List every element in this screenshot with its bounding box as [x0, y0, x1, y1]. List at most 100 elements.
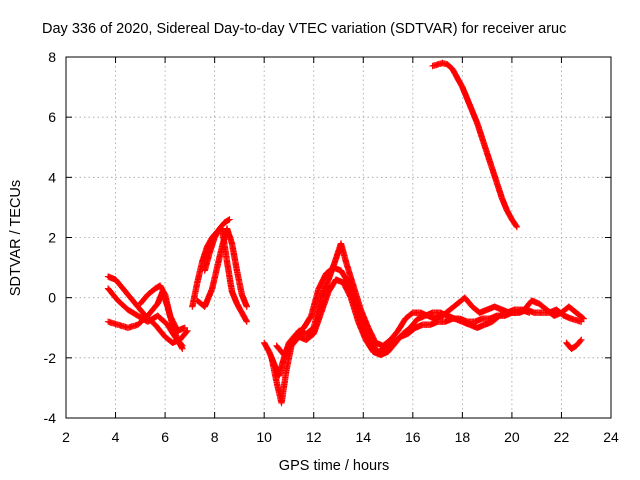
data-point-group: [310, 295, 324, 331]
data-point-group: [384, 340, 398, 355]
data-point-group: [526, 309, 533, 316]
series-track-l: [429, 59, 521, 231]
data-point-group: [228, 240, 240, 273]
data-point-group: [132, 300, 148, 318]
y-tick-label: 0: [48, 290, 56, 306]
data-point-group: [144, 286, 158, 298]
data-point-group: [404, 325, 418, 337]
data-point-group: [206, 235, 218, 256]
x-tick-label: 2: [62, 429, 70, 445]
x-tick-label: 4: [112, 429, 120, 445]
data-point-group: [318, 277, 332, 301]
data-point-group: [166, 312, 181, 333]
data-point-group: [347, 294, 362, 324]
data-point-group: [362, 336, 376, 354]
data-point-group: [144, 301, 160, 319]
data-point-group: [342, 258, 357, 288]
data-point-group: [211, 226, 223, 241]
data-point-group: [444, 61, 455, 72]
data-point-group: [483, 150, 495, 171]
data-point-group: [275, 355, 287, 380]
data-point-group: [308, 286, 322, 319]
data-point-group: [278, 367, 290, 407]
y-axis-label: SDTVAR / TECUs: [8, 180, 24, 296]
data-point-group: [199, 244, 210, 265]
data-point-group: [228, 288, 240, 306]
data-point-group: [454, 74, 465, 90]
x-tick-label: 18: [455, 429, 471, 445]
data-point-group: [189, 280, 201, 310]
data-point-group: [318, 289, 332, 316]
data-point-group: [114, 297, 131, 313]
data-point-group: [488, 165, 500, 186]
data-point-group: [104, 285, 121, 303]
data-point-group: [181, 324, 189, 331]
data-point-group: [394, 316, 408, 334]
data-point-group: [573, 309, 586, 322]
data-point-group: [407, 316, 421, 331]
data-point-group: [446, 301, 460, 313]
data-point-group: [402, 310, 416, 322]
data-point-group: [355, 318, 369, 342]
data-point-group: [578, 336, 585, 343]
data-point-group: [340, 279, 354, 300]
data-point-group: [288, 328, 302, 346]
data-point-group: [379, 337, 393, 349]
data-point-group: [469, 108, 480, 126]
data-point-group: [399, 325, 413, 337]
data-point-group: [464, 95, 475, 114]
data-point-group: [513, 223, 521, 231]
data-point-group: [137, 292, 151, 307]
data-point-group: [303, 331, 316, 343]
data-point-group: [134, 313, 150, 328]
data-point-group: [325, 277, 339, 295]
data-point-group: [213, 244, 225, 271]
data-point-group: [565, 303, 579, 316]
data-point-group: [573, 337, 584, 349]
data-point-group: [223, 225, 235, 246]
data-point-group: [156, 282, 168, 297]
data-point-group: [503, 207, 515, 222]
series-track-j: [273, 240, 587, 358]
data-point-group: [350, 282, 364, 312]
grid: [66, 57, 611, 418]
data-point-group: [474, 120, 485, 141]
data-points: [104, 59, 587, 407]
data-point-group: [201, 250, 213, 274]
data-point-group: [439, 307, 453, 319]
data-point-group: [243, 303, 250, 310]
data-point-group: [325, 256, 339, 283]
data-point-group: [216, 220, 227, 232]
x-tick-label: 16: [405, 429, 421, 445]
data-point-group: [568, 343, 579, 352]
series-track-e: [189, 225, 250, 325]
data-point-group: [154, 312, 170, 328]
data-point-group: [122, 288, 138, 306]
data-point-group: [280, 340, 294, 358]
series-track-k: [563, 336, 585, 352]
data-point-group: [580, 315, 587, 322]
data-point-group: [337, 267, 351, 285]
y-tick-label: 4: [48, 169, 56, 185]
data-point-group: [261, 339, 272, 354]
data-point-group: [392, 331, 406, 346]
data-point-group: [243, 318, 250, 325]
data-point-group: [179, 345, 186, 352]
data-point-group: [300, 313, 314, 331]
data-point-group: [315, 271, 329, 292]
data-point-group: [488, 313, 502, 325]
y-tick-label: -4: [44, 410, 57, 426]
series-track-f: [194, 225, 250, 310]
x-tick-label: 12: [306, 429, 322, 445]
data-point-group: [209, 265, 220, 292]
series-track-d: [137, 282, 189, 334]
data-point-group: [337, 240, 349, 264]
data-point-group: [479, 135, 490, 156]
data-point-group: [238, 309, 250, 324]
data-point-group: [498, 195, 510, 213]
x-tick-label: 24: [603, 429, 619, 445]
data-point-group: [303, 325, 316, 337]
data-point-group: [387, 328, 401, 343]
